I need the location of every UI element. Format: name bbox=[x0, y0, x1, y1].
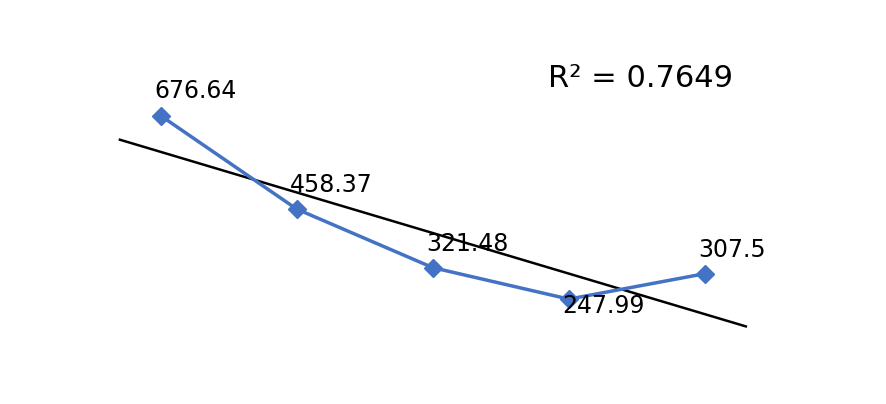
Text: 458.37: 458.37 bbox=[290, 173, 373, 197]
Text: R² = 0.7649: R² = 0.7649 bbox=[548, 64, 734, 93]
Text: 307.5: 307.5 bbox=[698, 238, 766, 262]
Text: 676.64: 676.64 bbox=[154, 79, 237, 103]
Text: 321.48: 321.48 bbox=[426, 231, 509, 256]
Text: 247.99: 247.99 bbox=[562, 295, 644, 318]
